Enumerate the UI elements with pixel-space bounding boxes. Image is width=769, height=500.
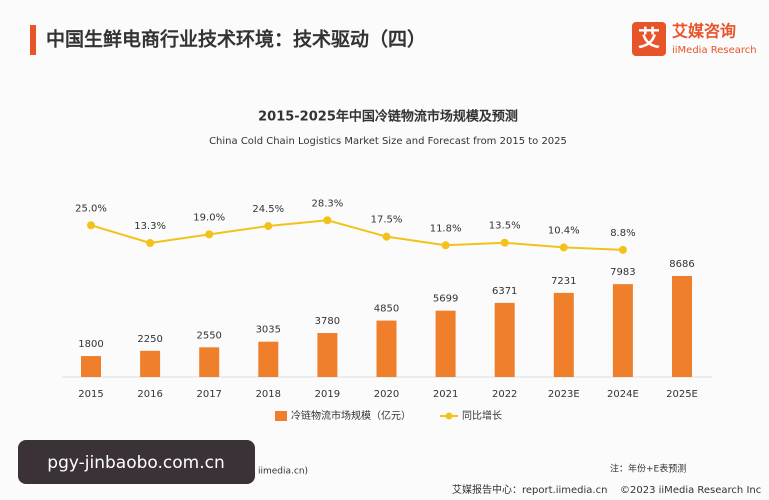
- growth-label: 17.5%: [371, 215, 403, 226]
- x-tick-label: 2023E: [548, 389, 580, 400]
- bar-value-label: 7983: [610, 267, 635, 278]
- title-accent: [30, 25, 36, 55]
- x-tick-label: 2016: [137, 389, 162, 400]
- growth-dot: [441, 241, 450, 250]
- bar: [258, 341, 279, 377]
- growth-label: 24.5%: [252, 204, 284, 215]
- bar: [376, 320, 397, 377]
- growth-label: 19.0%: [193, 212, 225, 223]
- x-tick-label: 2024E: [607, 389, 639, 400]
- chart-subtitle: China Cold Chain Logistics Market Size a…: [209, 136, 567, 147]
- page-title: 中国生鲜电商行业技术环境：技术驱动（四）: [46, 28, 426, 51]
- bar: [553, 292, 574, 377]
- bar-value-label: 6371: [492, 286, 517, 297]
- logo-box: [632, 22, 666, 56]
- footer-center: 艾媒报告中心：report.iimedia.cn: [452, 483, 607, 496]
- bar: [81, 356, 101, 377]
- bar-value-label: 3035: [256, 325, 281, 336]
- growth-dot: [382, 232, 391, 241]
- growth-dot: [323, 216, 332, 225]
- growth-label: 28.3%: [312, 198, 344, 209]
- watermark: pgy-jinbaobo.com.cn: [47, 453, 224, 473]
- note: 注：年份+E表预测: [610, 463, 686, 475]
- growth-dot: [500, 238, 509, 247]
- legend-label: 冷链物流市场规模（亿元）: [291, 409, 411, 422]
- logo-sub: iiMedia Research: [672, 45, 757, 56]
- growth-dot: [87, 221, 95, 230]
- growth-dot: [264, 222, 273, 231]
- bar: [317, 333, 338, 377]
- x-tick-label: 2022: [492, 389, 517, 400]
- bar-value-label: 3780: [315, 316, 340, 327]
- bar-value-label: 5699: [433, 294, 458, 305]
- bar-value-label: 7231: [551, 276, 576, 287]
- growth-dot: [146, 239, 155, 248]
- bar-value-label: 2250: [137, 334, 162, 345]
- growth-line: [90, 219, 623, 251]
- growth-label: 13.5%: [489, 221, 521, 232]
- logo-name: 艾媒咨询: [672, 22, 736, 41]
- x-tick-label: 2015: [78, 389, 103, 400]
- legend-swatch: [275, 411, 287, 421]
- bar-value-label: 8686: [669, 259, 694, 270]
- bar: [199, 347, 220, 377]
- legend-swatch: [445, 412, 453, 420]
- growth-label: 25.0%: [75, 203, 107, 214]
- growth-dot: [205, 230, 214, 239]
- footer-copyright: ©2023 iiMedia Research Inc: [620, 485, 761, 496]
- watermark-box: [18, 440, 255, 484]
- x-tick-label: 2025E: [666, 389, 698, 400]
- bar: [140, 350, 161, 377]
- bar: [612, 284, 633, 377]
- legend-label: 同比增长: [462, 409, 502, 422]
- x-tick-label: 2021: [433, 389, 458, 400]
- source-fragment: iimedia.cn): [258, 467, 308, 477]
- x-tick-label: 2020: [374, 389, 399, 400]
- bar: [435, 310, 456, 377]
- growth-label: 8.8%: [610, 228, 635, 239]
- chart-title: 2015-2025年中国冷链物流市场规模及预测: [258, 109, 518, 125]
- bar-value-label: 1800: [78, 339, 103, 350]
- bar: [494, 302, 515, 377]
- growth-dot: [559, 243, 568, 252]
- x-tick-label: 2017: [196, 389, 221, 400]
- bar: [672, 275, 692, 377]
- x-tick-label: 2018: [256, 389, 281, 400]
- bar-value-label: 2550: [196, 330, 221, 341]
- bar-value-label: 4850: [374, 304, 399, 315]
- growth-label: 11.8%: [430, 223, 462, 234]
- growth-label: 10.4%: [548, 225, 580, 236]
- growth-dot: [618, 245, 627, 254]
- x-tick-label: 2019: [315, 389, 340, 400]
- growth-label: 13.3%: [134, 221, 166, 232]
- logo-char: 艾: [638, 27, 660, 52]
